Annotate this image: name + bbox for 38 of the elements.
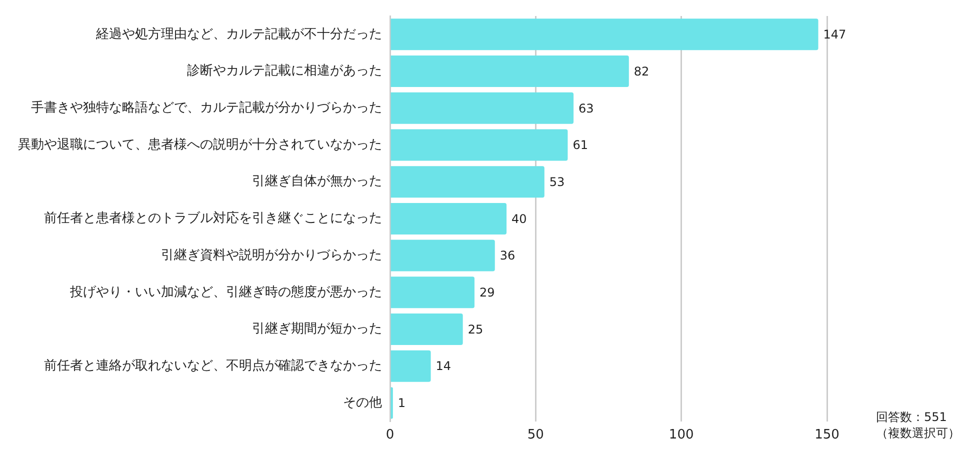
bar (390, 202, 507, 234)
text: （複数選択可） (876, 426, 960, 440)
x-tick-label: 50 (527, 428, 544, 443)
bar (390, 18, 818, 50)
x-tick-label: 0 (386, 428, 394, 443)
data-label: 40 (512, 212, 527, 226)
bar (390, 129, 568, 161)
data-label: 82 (634, 64, 650, 78)
bar (390, 276, 474, 308)
bar (390, 92, 574, 124)
x-tick-label: 100 (668, 428, 694, 443)
x-tick-label: 150 (814, 428, 840, 443)
y-tick-label: その他 (343, 395, 382, 410)
data-label: 29 (479, 286, 495, 300)
y-tick-label: 異動や退職について、患者様への説明が十分されていなかった (18, 137, 382, 152)
bar (390, 314, 463, 346)
y-tick-label: 前任者と患者様とのトラブル対応を引き継ぐことになった (44, 210, 382, 226)
data-label: 53 (549, 174, 565, 189)
y-tick-label: 手書きや独特な略語などで、カルテ記載が分かりづらかった (31, 100, 382, 116)
data-label: 36 (500, 248, 516, 263)
y-tick-label: 引継ぎ資料や説明が分かりづらかった (161, 248, 382, 263)
y-tick-label: 診断やカルテ記載に相違があった (187, 64, 382, 79)
y-tick-label: 前任者と連絡が取れないなど、不明点が確認できなかった (44, 358, 382, 374)
y-tick-label: 投げやり・いい加減など、引継ぎ時の態度が悪かった (69, 284, 382, 300)
data-label: 63 (578, 101, 594, 116)
text: 回答数：551 (876, 410, 947, 424)
data-label: 61 (572, 138, 588, 152)
bar (390, 350, 431, 382)
y-tick-label: 経過や処方理由など、カルテ記載が不十分だった (95, 26, 382, 42)
data-label: 14 (436, 359, 452, 374)
bar (390, 56, 629, 88)
y-tick-label: 引継ぎ期間が短かった (252, 322, 382, 337)
data-label: 25 (468, 322, 484, 336)
bar (390, 240, 495, 272)
data-label: 147 (823, 28, 846, 42)
y-tick-label: 引継ぎ自体が無かった (252, 174, 382, 190)
data-label: 1 (398, 396, 406, 410)
bar (390, 166, 544, 198)
